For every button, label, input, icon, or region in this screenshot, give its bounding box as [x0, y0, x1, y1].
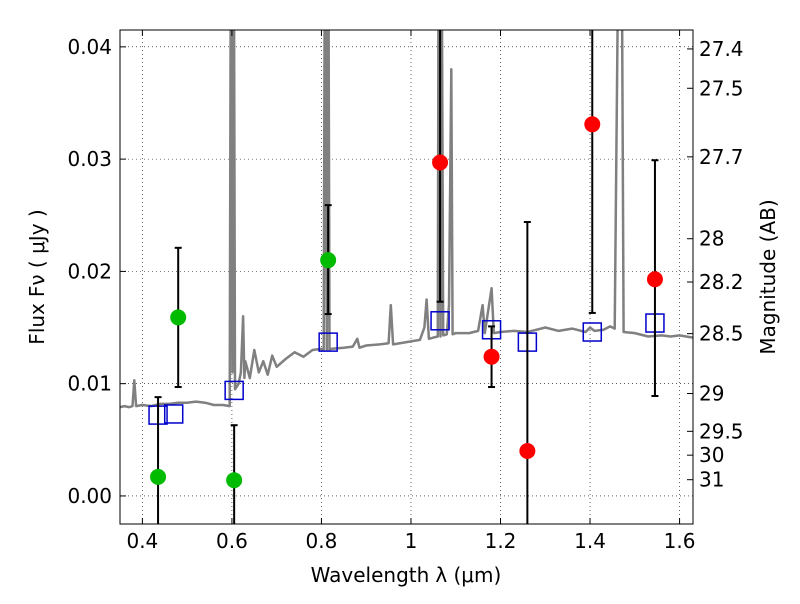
mag-tick-label: 28: [699, 227, 724, 251]
observed-point: [584, 116, 601, 133]
observed-point: [646, 271, 663, 288]
y-tick-label: 0.03: [67, 147, 112, 171]
y-tick-label: 0.01: [67, 372, 112, 396]
model-square-marker: [224, 380, 244, 401]
spectrum-line: [120, 30, 693, 409]
mag-tick-label: 30: [699, 443, 724, 467]
grid: [120, 30, 693, 524]
observed-point: [483, 348, 500, 365]
x-tick-label: 0.4: [126, 529, 158, 553]
observed-point: [226, 472, 243, 489]
mag-tick-label: 28.5: [699, 322, 744, 346]
observed-point: [150, 468, 167, 485]
x-tick-label: 0.6: [216, 529, 248, 553]
x-tick-label: 1: [405, 529, 418, 553]
model-square-marker: [318, 332, 338, 352]
y-axis-title: FluxFν ( μJy ): [25, 209, 49, 344]
observed-point: [170, 309, 187, 326]
model-square-marker: [163, 404, 184, 424]
y-tick-label: 0.02: [67, 259, 112, 283]
mag-tick-label: 29.5: [699, 419, 744, 443]
x-tick-label: 1.4: [574, 529, 606, 553]
x-tick-label: 1.6: [664, 529, 696, 553]
observed-point: [432, 154, 449, 171]
y-tick-label: 0.04: [67, 35, 112, 59]
mag-tick-label: 29: [699, 382, 724, 406]
x-axis-title: Wavelength λ (μm): [311, 563, 502, 587]
mag-tick-label: 28.2: [699, 270, 744, 294]
mag-tick-label: 31: [699, 468, 724, 492]
plot-area: [120, 30, 693, 524]
mag-tick-label: 27.4: [699, 37, 744, 61]
mag-tick-label: 27.5: [699, 76, 744, 100]
x-tick-label: 0.8: [306, 529, 338, 553]
observed-point: [320, 252, 337, 269]
y-tick-label: 0.00: [67, 484, 112, 508]
model-square-marker: [582, 322, 603, 342]
axis-ticks: 0.4 0.6 0.8 1 1.2 1.4 1.6 0.00 0.01 0.02 0.03 0.04 2…: [67, 30, 744, 553]
plot-frame: [119, 29, 694, 525]
y2-axis-title: Magnitude (AB): [756, 199, 780, 354]
model-square-marker: [430, 311, 450, 331]
observed-point: [519, 443, 536, 460]
mag-tick-label: 27.7: [699, 145, 744, 169]
x-tick-label: 1.2: [485, 529, 517, 553]
